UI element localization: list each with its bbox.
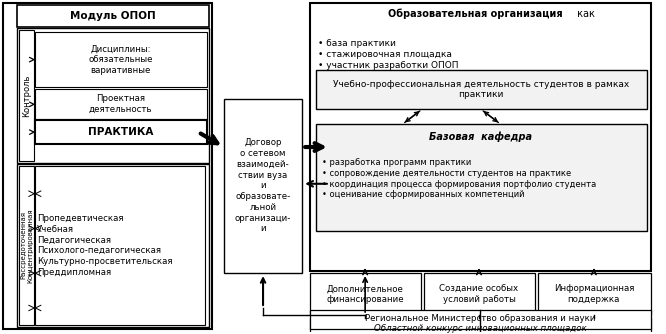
Bar — [310, 318, 651, 334]
Bar — [35, 32, 207, 88]
Text: Базовая  кафедра: Базовая кафедра — [430, 132, 533, 142]
Bar — [316, 124, 647, 231]
Bar — [17, 28, 209, 163]
Text: Создание особых
условий работы: Создание особых условий работы — [440, 284, 519, 304]
Bar — [310, 273, 421, 315]
Bar — [35, 166, 205, 325]
Text: Проектная
деятельность: Проектная деятельность — [89, 95, 153, 114]
Bar — [538, 273, 651, 315]
Bar — [35, 90, 207, 119]
Text: Региональное Министерство образования и науки: Региональное Министерство образования и … — [365, 314, 595, 323]
Bar — [17, 5, 209, 27]
Bar — [19, 166, 35, 325]
Text: Договор
о сетевом
взаимодей-
ствии вуза
и
образовате-
льной
организаци-
и: Договор о сетевом взаимодей- ствии вуза … — [235, 138, 291, 233]
Text: Областной конкурс инновационных площадок: Областной конкурс инновационных площадок — [374, 324, 586, 333]
Bar — [35, 120, 207, 144]
Text: Образовательная организация: Образовательная организация — [388, 9, 562, 19]
Text: Модуль ОПОП: Модуль ОПОП — [70, 11, 156, 21]
Text: ПРАКТИКА: ПРАКТИКА — [88, 127, 153, 137]
Text: как: как — [574, 9, 595, 19]
Bar — [224, 99, 302, 273]
Text: Пропедевтическая
Учебная
Педагогическая
Психолого-педагогическая
Культурно-просв: Пропедевтическая Учебная Педагогическая … — [37, 214, 172, 277]
Text: Рассредоточенная
Концентрированная: Рассредоточенная Концентрированная — [20, 208, 33, 283]
Bar — [310, 3, 651, 271]
Bar — [19, 30, 35, 161]
Bar — [424, 273, 535, 315]
Bar — [316, 69, 647, 109]
Text: Информационная
поддержка: Информационная поддержка — [553, 284, 634, 304]
Text: Контроль: Контроль — [22, 74, 31, 117]
Text: • база практики
• стажировочная площадка
• участник разработки ОПОП: • база практики • стажировочная площадка… — [318, 39, 458, 70]
Text: • разработка программ практики
• сопровождение деятельности студентов на практик: • разработка программ практики • сопрово… — [322, 158, 596, 199]
Text: Дополнительное
финансирование: Дополнительное финансирование — [326, 284, 404, 304]
Bar — [3, 3, 212, 329]
Bar — [17, 164, 209, 327]
Bar — [310, 310, 651, 329]
Text: Дисциплины:
обязательные
вариативные: Дисциплины: обязательные вариативные — [89, 44, 153, 75]
Text: Учебно-профессиональная деятельность студентов в рамках
практики: Учебно-профессиональная деятельность сту… — [333, 79, 629, 99]
